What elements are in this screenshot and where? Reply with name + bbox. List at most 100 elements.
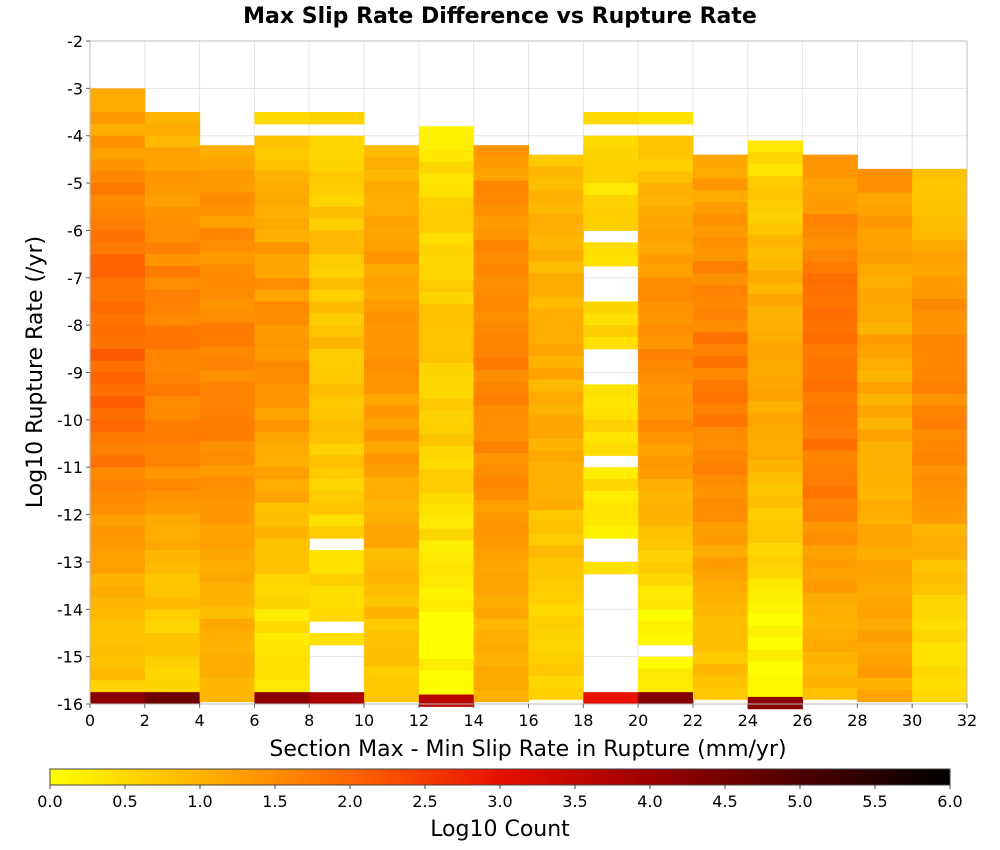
heatmap-cell [364,441,420,454]
heatmap-cell [528,569,584,582]
heatmap-cell [747,685,804,698]
heatmap-cell [692,190,749,203]
heatmap-cell [254,431,310,445]
heatmap-cell [583,502,639,516]
heatmap-cell [638,467,694,480]
heatmap-cell [418,611,475,624]
heatmap-cell [144,597,201,610]
heatmap-cell [912,488,968,501]
heatmap-cell [638,443,694,456]
heatmap-cell [90,135,146,149]
heatmap-cell [309,265,365,279]
heatmap-cell [857,441,913,454]
heatmap-cell [747,365,804,378]
heatmap-cell [364,405,420,418]
heatmap-cell [90,206,146,220]
heatmap-cell [692,486,749,499]
heatmap-cell [857,204,913,217]
heatmap-cell [309,455,365,468]
heatmap-cell [692,616,749,629]
heatmap-cell [747,578,804,591]
heatmap-cell [583,526,639,539]
heatmap-cell [309,561,365,575]
heatmap-cell [857,358,913,371]
heatmap-cell [692,569,749,582]
heatmap-cell [583,419,639,433]
heatmap-cell [528,154,584,167]
heatmap-cell [802,344,858,357]
heatmap-cell [638,242,694,255]
heatmap-cell [418,410,475,423]
heatmap-cell [912,583,968,596]
heatmap-cell [309,206,365,220]
heatmap-cell [199,168,255,182]
heatmap-cell [90,348,146,362]
heatmap-cell [747,140,804,153]
heatmap-cell [473,642,529,655]
heatmap-cell [747,412,804,426]
heatmap-cell [747,696,804,710]
heatmap-cell [309,502,365,516]
x-tick-label: 2 [140,711,150,730]
heatmap-cell [528,604,584,617]
heatmap-cell [254,183,310,196]
heatmap-cell [254,277,310,291]
heatmap-cell [692,213,749,227]
heatmap-cell [747,341,804,355]
heatmap-cell [802,415,858,428]
heatmap-cell [692,296,749,310]
heatmap-cell [473,453,529,466]
heatmap-cell [254,325,310,338]
heatmap-cell [309,443,365,456]
heatmap-cell [692,545,749,558]
heatmap-cell [528,273,584,286]
heatmap-cell [747,590,804,603]
heatmap-cell [747,187,804,201]
heatmap-cell [692,249,749,262]
colorbar-tick-label: 2.0 [337,792,362,811]
heatmap-cell [199,595,255,608]
heatmap-cell [254,218,310,231]
heatmap-cell [309,218,365,231]
heatmap-cell [90,254,146,267]
heatmap-cell [199,476,255,490]
heatmap-cell [254,692,310,705]
heatmap-cell [692,166,749,179]
heatmap-cell [528,237,584,250]
x-tick-label: 4 [195,711,205,730]
heatmap-cell [583,443,639,456]
heatmap-cell [528,332,584,345]
heatmap-cell [638,348,694,362]
heatmap-cell [912,393,968,407]
heatmap-cell [254,479,310,492]
heatmap-cell [254,408,310,421]
x-tick-label: 16 [518,711,538,730]
heatmap-cell [418,457,475,471]
heatmap-cell [144,621,201,634]
heatmap-cell [473,417,529,430]
heatmap-cell [254,194,310,208]
y-tick-label: -9 [67,364,83,383]
heatmap-cell [747,306,804,319]
heatmap-cell [254,467,310,480]
colorbar-tick-label: 5.5 [862,792,887,811]
heatmap-cell [747,258,804,272]
heatmap-cell [199,334,255,347]
heatmap-cell [144,147,201,160]
heatmap-cell [144,242,201,255]
heatmap-cell [638,277,694,291]
heatmap-cell [418,694,475,707]
heatmap-cell [857,417,913,430]
heatmap-cell [802,379,858,392]
heatmap-cell [857,299,913,312]
heatmap-cell [90,419,146,433]
heatmap-cell [692,237,749,250]
heatmap-cell [199,642,255,655]
heatmap-cell [199,417,255,430]
heatmap-cell [802,545,858,558]
heatmap-cell [90,680,146,693]
heatmap-cell [90,479,146,492]
heatmap-cell [747,247,804,260]
heatmap-cell [747,235,804,248]
heatmap-cell [583,147,639,160]
